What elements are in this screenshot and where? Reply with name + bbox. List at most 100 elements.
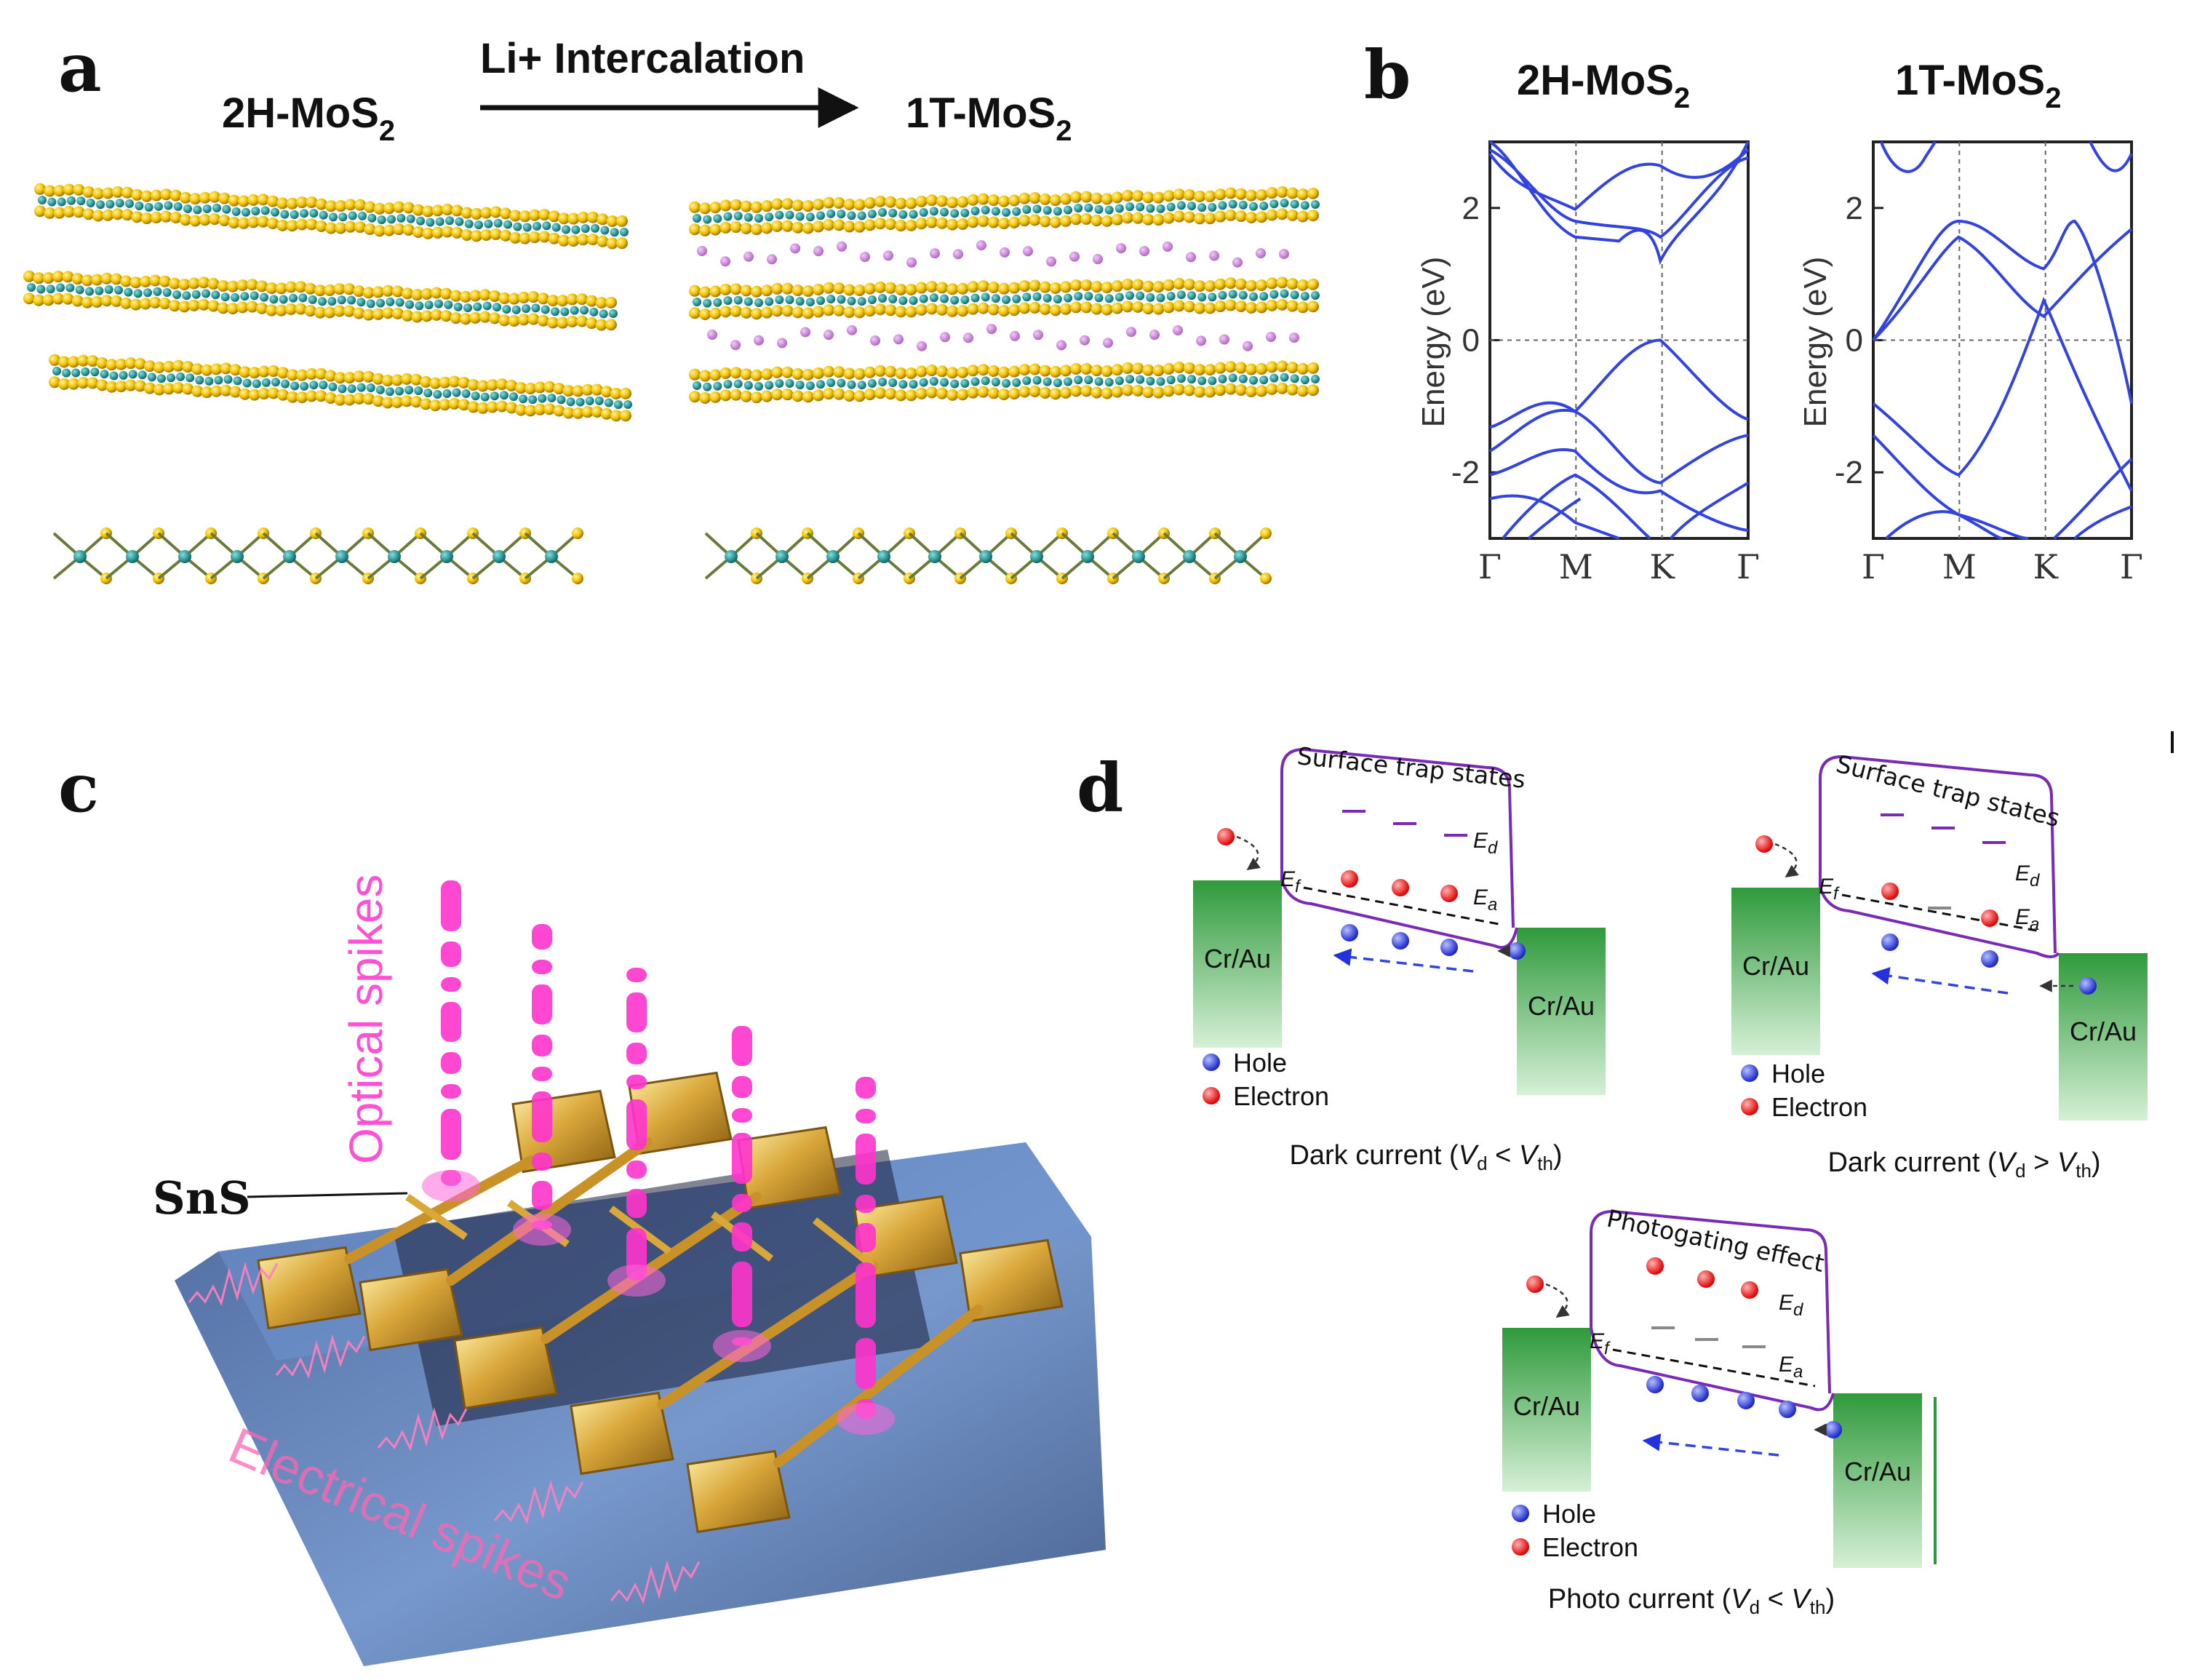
- s-atom: [853, 306, 866, 319]
- s-atom: [1235, 210, 1247, 223]
- s-atom: [915, 195, 928, 207]
- mo-atom: [144, 202, 153, 212]
- li-ion: [1033, 330, 1043, 341]
- mo-atom: [211, 290, 220, 300]
- optical-spike: [422, 880, 480, 1202]
- spike-pulse: [856, 1195, 876, 1213]
- s-atom: [977, 193, 989, 205]
- s-atom: [159, 298, 171, 310]
- mo-atom: [1238, 200, 1248, 210]
- s-atom: [81, 274, 93, 287]
- mo-atom: [404, 386, 414, 395]
- ea-label-sub: a: [2030, 915, 2039, 934]
- s-atom: [431, 226, 444, 239]
- li-ion: [1243, 341, 1253, 351]
- s-atom: [210, 363, 223, 375]
- s-atom: [515, 404, 527, 416]
- s-atom: [689, 223, 701, 236]
- s-atom: [334, 394, 346, 406]
- s-atom: [498, 314, 511, 327]
- s-atom: [751, 201, 762, 213]
- mo-atom: [406, 214, 415, 223]
- s-atom: [353, 392, 365, 405]
- s-atom: [557, 317, 569, 329]
- hole: [1440, 939, 1458, 956]
- s-atom: [709, 369, 722, 381]
- s-atom: [143, 360, 156, 373]
- s-atom: [1029, 385, 1041, 397]
- s-atom: [495, 378, 508, 391]
- mo-atom: [445, 216, 454, 226]
- mo-atom: [386, 297, 395, 306]
- right-electrode: [1833, 1393, 1922, 1568]
- s-atom: [1163, 301, 1175, 314]
- s-atom: [1018, 302, 1031, 314]
- mo-atom: [1218, 290, 1227, 300]
- s-atom: [238, 217, 250, 229]
- s-atom: [169, 277, 180, 290]
- s-atom: [967, 303, 979, 315]
- mo-atom: [356, 298, 366, 307]
- panel-a: a 2H-MoS2 Li+ Intercalation 1T-MoS2: [23, 28, 1320, 584]
- band-line: [1879, 140, 1937, 173]
- mo-atom: [271, 207, 279, 217]
- s-atom: [325, 222, 337, 234]
- s-atom: [460, 228, 473, 241]
- mo-atom: [1115, 376, 1124, 386]
- mo-atom: [164, 201, 173, 210]
- s-atom: [1018, 215, 1031, 227]
- s-atom: [63, 183, 75, 196]
- s-atom: [1018, 386, 1031, 398]
- s-atom: [382, 284, 394, 297]
- s-atom: [823, 219, 835, 231]
- s-atom: [527, 291, 540, 303]
- mo-atom: [733, 379, 743, 389]
- s-atom: [362, 370, 375, 383]
- s-atom: [740, 368, 752, 381]
- s-atom: [324, 391, 337, 404]
- s-atom: [140, 298, 151, 310]
- s-atom: [853, 199, 866, 211]
- panel-a-label: a: [58, 28, 102, 107]
- s-atom: [256, 302, 268, 314]
- mo-atom: [847, 296, 856, 306]
- sns-pointer-line: [247, 1192, 408, 1198]
- mo-atom: [95, 286, 104, 295]
- legend-hole-label: Hole: [1771, 1059, 1825, 1088]
- electron: [1341, 870, 1358, 888]
- mo-atom: [1002, 295, 1010, 304]
- s-atom: [354, 221, 366, 234]
- mo-atom: [1280, 199, 1289, 208]
- mo-atom: [300, 209, 308, 218]
- mo-atom: [580, 306, 589, 315]
- s-atom: [124, 357, 137, 370]
- mo-atom: [805, 381, 815, 391]
- s-atom: [1111, 302, 1123, 314]
- s-atom: [111, 295, 122, 307]
- conduction-band: [1590, 1209, 1831, 1394]
- s-atom: [52, 271, 64, 283]
- s-atom: [82, 186, 95, 198]
- s-atom: [1060, 365, 1072, 377]
- s-atom: [431, 287, 442, 299]
- mo-atom: [991, 378, 1000, 387]
- li-ion: [1196, 335, 1206, 346]
- s-atom: [92, 188, 104, 200]
- s-atom: [151, 212, 162, 224]
- legend-hole-dot: [1512, 1505, 1529, 1522]
- li-ion: [730, 340, 741, 351]
- ea-label-sub: a: [1488, 895, 1497, 915]
- s-atom: [479, 289, 491, 301]
- s-atom: [381, 397, 394, 409]
- s-atom: [276, 219, 289, 231]
- s-atom: [1090, 365, 1103, 377]
- mo-atom: [81, 367, 90, 376]
- s-atom: [373, 225, 386, 237]
- s-atom: [547, 317, 559, 329]
- mo-atom: [1084, 292, 1093, 301]
- s-atom: [509, 231, 522, 244]
- s-atom: [885, 365, 897, 378]
- ef-label: Ef: [1819, 875, 1840, 904]
- band-1t-title-sub: 2: [2045, 82, 2061, 114]
- s-atom: [178, 278, 191, 290]
